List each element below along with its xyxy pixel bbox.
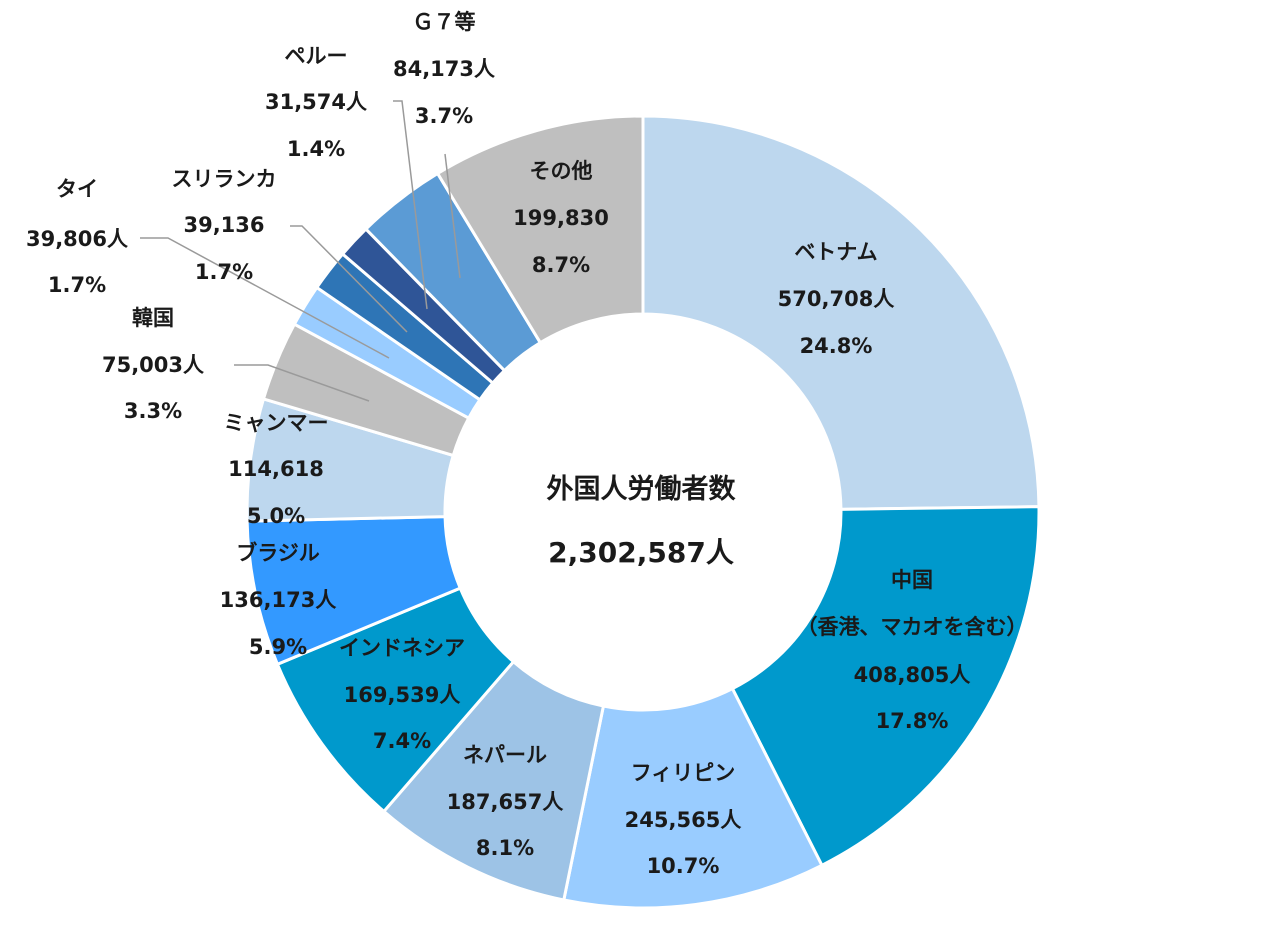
slice-0-name: ベトナム (794, 240, 877, 264)
slice-7-leader-line (234, 364, 370, 402)
slice-10-leader-line (393, 100, 428, 310)
slice-8-name: タイ (56, 177, 98, 201)
slice-1-count-label: 408,805人 (854, 663, 971, 687)
slice-2-name: フィリピン (631, 761, 736, 785)
slice-11-count-label: 84,173人 (393, 57, 495, 81)
slice-10-count-label: 31,574人 (265, 90, 367, 114)
slice-11-pct-label: 3.7% (415, 104, 473, 128)
labels-layer: ベトナム 570,708人 24.8% 中国 （香港、マカオを含む） 408,805人 17… (26, 10, 1028, 878)
slice-9-pct-label: 1.7% (195, 260, 253, 284)
slice-4-count-label: 169,539人 (344, 683, 461, 707)
slice-5-name: ブラジル (236, 541, 320, 565)
slice-3-name: ネパール (463, 743, 547, 767)
slice-2-arc (562, 686, 824, 910)
slice-10-name: ペルー (285, 44, 348, 68)
slice-12-count-label: 199,830 (513, 206, 609, 230)
slice-1-pct-label: 17.8% (876, 709, 949, 733)
slice-5-pct-label: 5.9% (249, 635, 307, 659)
center-total: 2,302,587人 (548, 536, 734, 569)
slice-7-pct-label: 3.3% (124, 399, 182, 423)
slice-11-name: Ｇ７等 (413, 10, 476, 34)
slice-1-arc (730, 505, 1041, 868)
slice-2-count-label: 245,565人 (625, 808, 742, 832)
slice-0-pct-label: 24.8% (800, 334, 873, 358)
slice-12-name: その他 (530, 159, 593, 183)
slice-9-name: スリランカ (172, 167, 277, 191)
slice-1-name2: （香港、マカオを含む） (797, 615, 1028, 639)
slice-11-leader-line (444, 153, 461, 279)
slice-8-leader-line (140, 237, 390, 359)
slice-8-pct-label: 1.7% (48, 273, 106, 297)
slice-9-leader-line (290, 225, 408, 333)
slice-4-name: インドネシア (339, 636, 465, 660)
slice-9-count-label: 39,136 (183, 213, 264, 237)
slice-12-arc (435, 114, 645, 345)
leader-lines-layer (140, 100, 461, 402)
slice-0-arc (641, 114, 1041, 511)
slice-2-pct-label: 10.7% (647, 854, 720, 878)
slice-6-count-label: 114,618 (228, 457, 324, 481)
slice-6-pct-label: 5.0% (247, 504, 305, 528)
slice-7-count-label: 75,003人 (102, 353, 204, 377)
slice-3-pct-label: 8.1% (476, 836, 534, 860)
slice-7-name: 韓国 (132, 306, 174, 330)
slice-4-pct-label: 7.4% (373, 729, 431, 753)
slice-8-count-label: 39,806人 (26, 227, 128, 251)
center-title: 外国人労働者数 (547, 474, 737, 505)
slices-layer (245, 114, 1041, 910)
slice-1-name: 中国 (891, 568, 933, 592)
slice-5-count-label: 136,173人 (220, 588, 337, 612)
slice-0-count-label: 570,708人 (778, 287, 895, 311)
slice-3-count-label: 187,657人 (447, 790, 564, 814)
slice-6-name: ミャンマー (224, 411, 329, 435)
slice-12-pct-label: 8.7% (532, 253, 590, 277)
slice-10-pct-label: 1.4% (287, 137, 345, 161)
